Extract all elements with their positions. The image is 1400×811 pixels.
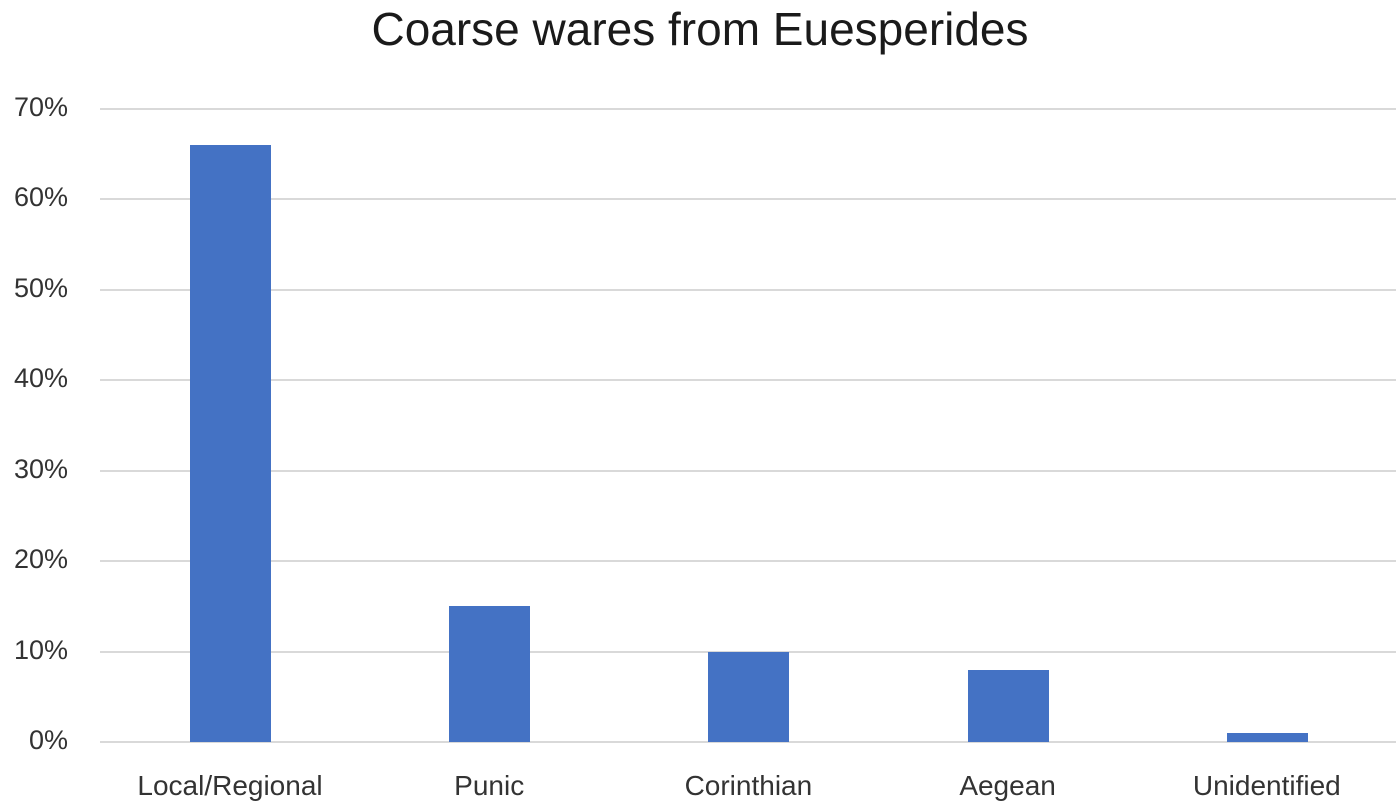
y-tick-label: 30%	[13, 453, 68, 484]
y-tick-label: 0%	[28, 725, 68, 755]
bar	[449, 606, 531, 742]
y-tick-label: 50%	[13, 272, 68, 303]
gridline	[100, 107, 1396, 110]
bar	[708, 651, 790, 742]
x-tick-label: Aegean	[959, 770, 1056, 801]
y-tick-label: 60%	[13, 182, 68, 212]
gridline	[100, 379, 1396, 381]
bar	[1226, 732, 1308, 742]
gridline	[100, 198, 1396, 200]
x-tick-label: Punic	[454, 770, 525, 801]
y-tick-label: 40%	[13, 363, 68, 393]
x-tick-label: Local/Regional	[137, 770, 323, 801]
y-tick-label: 10%	[13, 634, 68, 665]
chart-title: Coarse wares from Euesperides	[371, 3, 1029, 55]
bar	[190, 144, 271, 742]
x-tick-label: Unidentified	[1192, 770, 1341, 801]
y-tick-label: 20%	[13, 544, 68, 574]
gridline	[100, 469, 1396, 472]
gridline	[100, 741, 1396, 743]
bar	[967, 669, 1049, 742]
gridline	[100, 560, 1396, 562]
y-tick-label: 70%	[13, 91, 68, 122]
x-tick-label: Corinthian	[684, 770, 813, 801]
gridline	[100, 288, 1396, 291]
